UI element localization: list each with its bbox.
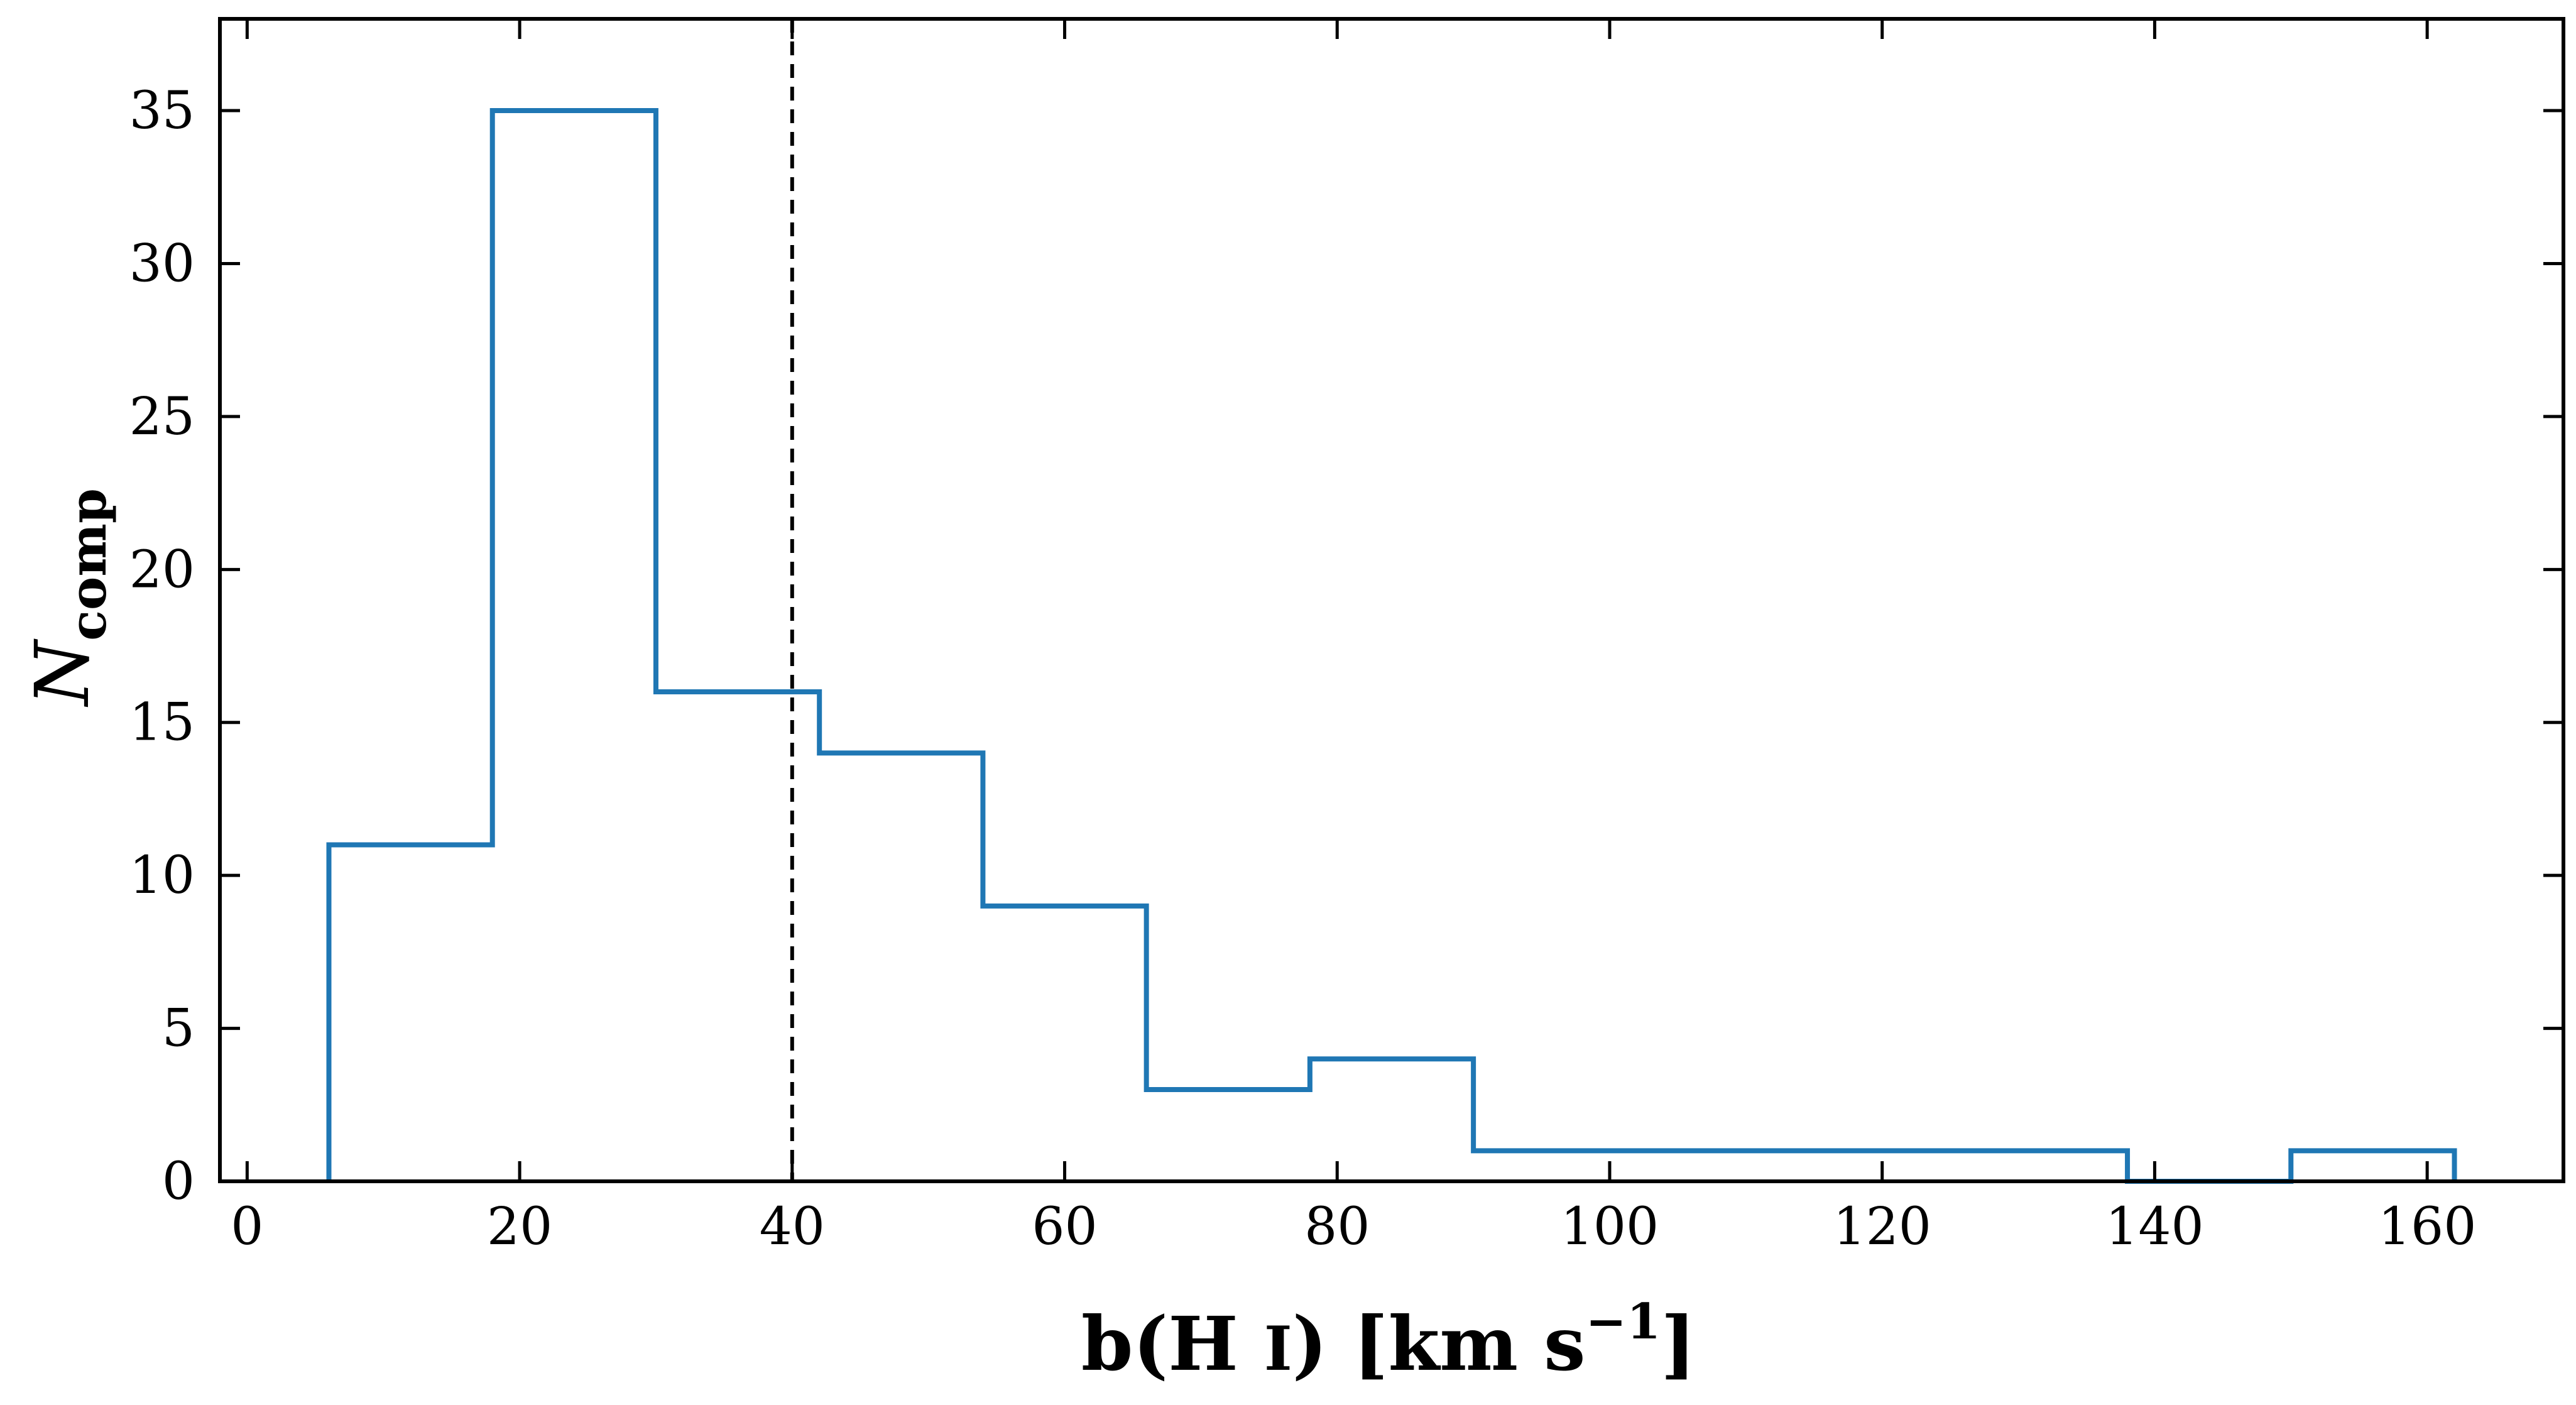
y-tick-label: 5 [162, 999, 195, 1059]
x-tick-label: 140 [2105, 1197, 2204, 1257]
x-tick-label: 100 [1561, 1197, 1659, 1257]
axes-frame [218, 17, 2565, 1183]
plot-area [218, 17, 2565, 1184]
y-tick-label: 35 [129, 81, 195, 141]
y-tick-label: 25 [129, 387, 195, 447]
x-tick-label: 60 [1032, 1197, 1097, 1257]
y-tick-label: 30 [129, 234, 195, 293]
y-tick-label: 15 [129, 693, 195, 753]
axis-ticks [220, 19, 2563, 1183]
x-tick-label: 20 [487, 1197, 552, 1257]
x-tick-label: 160 [2378, 1197, 2477, 1257]
y-tick-label: 10 [129, 846, 195, 905]
y-tick-label: 20 [129, 540, 195, 599]
x-tick-label: 0 [231, 1197, 263, 1257]
x-tick-label: 40 [760, 1197, 825, 1257]
y-axis-label: Ncomp [19, 488, 117, 708]
tick-labels: 0 20 40 60 80 100 120 140 160 0 5 10 15 20 25 30 35 [129, 81, 2477, 1257]
y-tick-label: 0 [162, 1152, 195, 1211]
x-tick-label: 80 [1304, 1197, 1370, 1257]
x-tick-label: 120 [1833, 1197, 1931, 1257]
x-axis-label: b(H I) [km s−1] [1081, 1293, 1696, 1387]
